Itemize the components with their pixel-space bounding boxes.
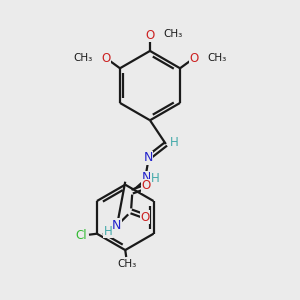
Text: O: O [141,179,151,192]
Text: CH₃: CH₃ [164,29,183,39]
Text: H: H [169,136,178,148]
Text: H: H [151,172,159,185]
Text: O: O [146,28,154,42]
Text: N: N [143,152,153,164]
Text: Cl: Cl [75,229,87,242]
Text: CH₃: CH₃ [118,259,137,269]
Text: O: O [189,52,199,65]
Text: CH₃: CH₃ [73,53,92,63]
Text: H: H [104,225,113,238]
Text: O: O [140,211,150,224]
Text: CH₃: CH₃ [208,53,227,63]
Text: N: N [112,219,121,232]
Text: O: O [101,52,111,65]
Text: N: N [141,171,151,184]
